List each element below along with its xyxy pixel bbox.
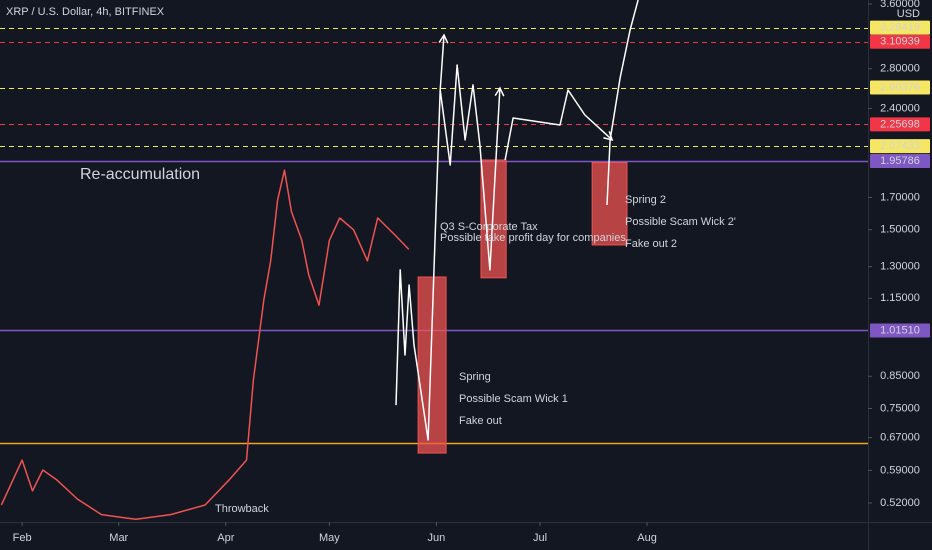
annotation: Throwback [215,503,269,515]
y-tick-label: 0.67000 [880,432,920,444]
annotation: Spring [459,371,491,383]
y-tick-label: 1.50000 [880,224,920,236]
y-tick-label: 0.59000 [880,464,920,476]
level-tag [870,139,930,154]
y-tick-label: 1.30000 [880,261,920,273]
level-tag [870,80,930,95]
x-tick-label: May [319,532,340,544]
level-tag [870,323,930,338]
level-tag-label: 3.10939 [880,36,920,48]
x-tick-label: Aug [637,532,657,544]
y-tick-label: 1.70000 [880,191,920,203]
level-tag-label: 2.25698 [880,118,920,130]
projection-path [395,34,445,441]
level-tag-label: 1.95786 [880,155,920,167]
annotation: Possible take profit day for companies [440,232,626,244]
level-tag [870,117,930,132]
x-tick-label: Feb [13,532,32,544]
zone-box [480,159,507,279]
level-tag-label: 1.01510 [880,324,920,336]
chart-title: XRP / U.S. Dollar, 4h, BITFINEX [6,6,165,18]
projection-path [504,89,613,161]
annotation: Possible Scam Wick 1 [459,393,568,405]
arrow-head [494,86,505,97]
y-tick-label: 1.15000 [880,292,920,304]
level-tag [870,34,930,49]
level-tag [870,20,930,35]
arrow-head [438,33,449,44]
annotation: Possible Scam Wick 2' [625,216,736,228]
projection-path [606,0,639,206]
annotation: Q3 S-Corporate Tax [440,221,538,233]
x-tick-label: Apr [217,532,234,544]
annotation: Spring 2 [625,194,666,206]
y-tick-label: 2.80000 [880,63,920,75]
y-tick-label: 0.52000 [880,497,920,509]
y-tick-label: 3.60000 [880,0,920,10]
level-tag [870,154,930,169]
y-tick-label: 0.75000 [880,402,920,414]
arrow-head [603,131,614,141]
level-tag-label: 2.07433 [880,140,920,152]
y-tick-label: 2.40000 [880,102,920,114]
annotation: Re-accumulation [80,166,200,183]
annotation: Fake out [459,415,502,427]
x-tick-label: Jun [428,532,446,544]
level-tag-label: 3.28419 [880,22,920,34]
y-tick-label: 0.85000 [880,370,920,382]
price-line [0,169,410,521]
level-tag-label: 2.60376 [880,81,920,93]
currency-label: USD [897,8,920,20]
x-tick-label: Mar [109,532,128,544]
annotation: Fake out 2 [625,238,677,250]
projection-path [439,64,501,271]
x-tick-label: Jul [533,532,547,544]
